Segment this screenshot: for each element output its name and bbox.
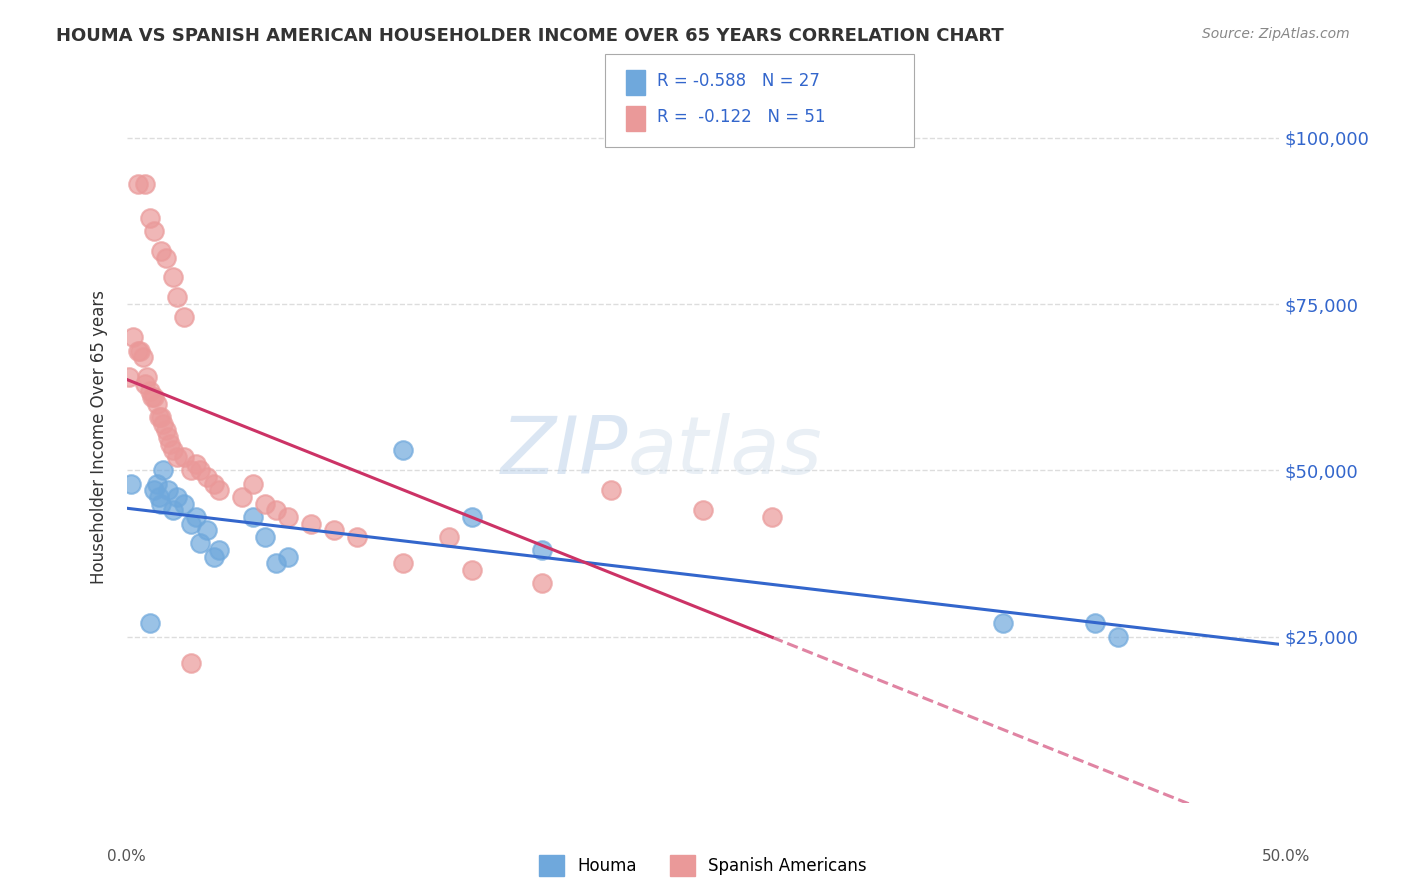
Point (253, 530, 276, 544)
Point (188, 536, 211, 550)
Point (461, 563, 484, 577)
Point (143, 390, 166, 404)
Point (152, 417, 174, 431)
Point (162, 443, 184, 458)
Point (180, 463, 202, 477)
Point (461, 509, 484, 524)
Text: 50.0%: 50.0% (1263, 849, 1310, 863)
Point (277, 549, 299, 564)
Point (118, 370, 141, 384)
Point (208, 483, 231, 498)
Point (173, 497, 195, 511)
Point (299, 516, 322, 531)
Point (131, 351, 153, 365)
Point (242, 476, 264, 491)
Point (166, 450, 188, 464)
Point (202, 476, 225, 491)
Point (692, 503, 714, 517)
Point (392, 557, 415, 571)
Point (323, 523, 346, 537)
Point (152, 463, 174, 477)
Text: atlas: atlas (628, 413, 823, 491)
Point (162, 503, 184, 517)
Point (530, 576, 553, 591)
Point (173, 310, 195, 325)
Point (1084, 616, 1107, 631)
Point (195, 470, 218, 484)
Point (148, 410, 170, 425)
Point (129, 343, 152, 358)
Point (155, 251, 177, 265)
Text: 0.0%: 0.0% (107, 849, 146, 863)
Point (266, 503, 288, 517)
Text: R =  -0.122   N = 51: R = -0.122 N = 51 (657, 108, 825, 126)
Point (253, 497, 276, 511)
Point (180, 656, 202, 670)
Text: ZIP: ZIP (501, 413, 628, 491)
Point (122, 330, 145, 344)
Point (145, 476, 167, 491)
Point (155, 424, 177, 438)
Point (761, 509, 783, 524)
Point (127, 343, 149, 358)
Point (150, 244, 173, 258)
Text: Source: ZipAtlas.com: Source: ZipAtlas.com (1202, 27, 1350, 41)
Point (157, 430, 180, 444)
Text: HOUMA VS SPANISH AMERICAN HOUSEHOLDER INCOME OVER 65 YEARS CORRELATION CHART: HOUMA VS SPANISH AMERICAN HOUSEHOLDER IN… (56, 27, 1004, 45)
Point (277, 509, 299, 524)
Point (134, 178, 156, 192)
Point (439, 530, 461, 544)
Text: R = -0.588   N = 27: R = -0.588 N = 27 (657, 72, 820, 90)
Point (266, 557, 288, 571)
Point (150, 497, 173, 511)
Point (208, 543, 231, 558)
Point (242, 509, 264, 524)
Point (120, 476, 142, 491)
Legend: Houma, Spanish Americans: Houma, Spanish Americans (533, 848, 873, 882)
Point (143, 224, 166, 238)
Point (138, 616, 160, 631)
Point (184, 509, 207, 524)
Point (157, 483, 180, 498)
Point (141, 390, 163, 404)
Point (138, 384, 160, 398)
Point (159, 436, 181, 450)
Point (184, 457, 207, 471)
Point (599, 483, 621, 498)
Point (166, 490, 188, 504)
Point (166, 290, 188, 304)
Point (162, 270, 184, 285)
Point (143, 483, 166, 498)
Point (188, 463, 211, 477)
Y-axis label: Householder Income Over 65 years: Householder Income Over 65 years (90, 290, 108, 584)
Point (180, 516, 202, 531)
Point (173, 450, 195, 464)
Point (991, 616, 1014, 631)
Point (392, 443, 415, 458)
Point (530, 543, 553, 558)
Point (195, 523, 218, 537)
Point (1107, 630, 1129, 644)
Point (202, 549, 225, 564)
Point (127, 178, 149, 192)
Point (138, 211, 160, 225)
Point (148, 490, 170, 504)
Point (231, 490, 253, 504)
Point (134, 376, 156, 391)
Point (145, 397, 167, 411)
Point (346, 530, 368, 544)
Point (150, 410, 173, 425)
Point (136, 370, 159, 384)
